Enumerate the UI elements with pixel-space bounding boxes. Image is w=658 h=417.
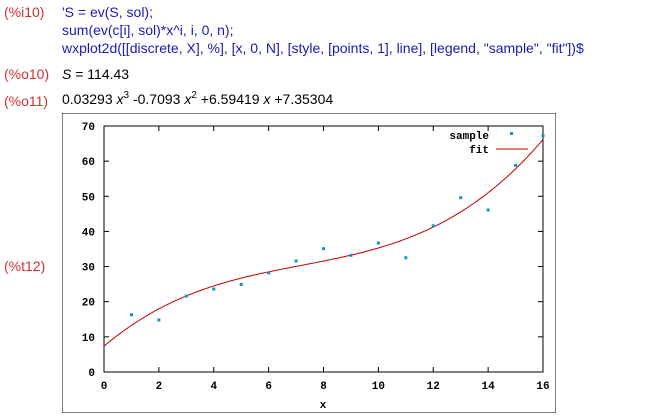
y-tick-label: 60 [82, 157, 95, 169]
sample-point [267, 271, 271, 275]
fit-series-line [103, 139, 544, 347]
tick-group: 0 2 4 6 8 10 12 14 16 0 10 20 30 40 50 60 70 [82, 122, 550, 393]
y-tick-label: 40 [82, 227, 95, 239]
y-tick-label: 0 [88, 368, 95, 380]
plot-image: 0 2 4 6 8 10 12 14 16 0 10 20 30 40 50 60 70 x sample fi… [62, 113, 556, 413]
sample-point [541, 133, 545, 137]
y-tick-label: 10 [82, 333, 95, 345]
sample-point [459, 196, 463, 200]
var-x1: x [263, 91, 271, 107]
x-tick-label: 12 [427, 381, 440, 393]
y-tick-label: 50 [82, 192, 95, 204]
coef-2: -0.7093 [132, 91, 181, 107]
y-tick-label: 20 [82, 298, 95, 310]
sample-point [349, 253, 353, 257]
x-tick-label: 6 [265, 381, 272, 393]
output-s-equals: = 114.43 [71, 66, 130, 82]
x-tick-label: 0 [101, 381, 108, 393]
x-axis-label: x [320, 400, 327, 412]
sample-point [239, 282, 243, 286]
output-s-value: S = 114.43 [62, 66, 129, 82]
legend: sample fit [449, 131, 528, 157]
input-line-1[interactable]: 'S = ev(S, sol); [62, 4, 153, 20]
sample-point [294, 259, 298, 263]
input-line-3[interactable]: wxplot2d([[discrete, X], %], [x, 0, N], … [62, 40, 584, 56]
exp-3: 3 [123, 90, 130, 101]
legend-sample-label: sample [449, 131, 489, 143]
input-label: (%i10) [4, 4, 45, 20]
x-tick-label: 2 [156, 381, 163, 393]
sample-point [486, 208, 490, 212]
sample-point [184, 294, 188, 298]
var-x3: x [116, 91, 124, 107]
legend-sample-marker [510, 132, 513, 135]
coef-0: +7.35304 [274, 91, 334, 107]
sample-point [322, 247, 325, 251]
legend-fit-label: fit [469, 145, 489, 157]
sample-points [129, 133, 545, 322]
x-tick-label: 10 [372, 381, 385, 393]
x-tick-label: 16 [536, 381, 549, 393]
output-label-o10: (%o10) [4, 66, 50, 82]
input-line-2[interactable]: sum(ev(c[i], sol)*x^i, i, 0, n); [62, 22, 234, 38]
x-tick-label: 14 [482, 381, 496, 393]
plot-svg: 0 2 4 6 8 10 12 14 16 0 10 20 30 40 50 60 70 x sample fi… [62, 113, 556, 413]
sample-point [404, 256, 408, 260]
sample-point [431, 224, 435, 228]
x-tick-label: 8 [320, 381, 327, 393]
var-x2: x [184, 91, 192, 107]
output-polynomial: 0.03293 x3 -0.7093 x2 +6.59419 x +7.3530… [62, 90, 333, 107]
coef-1: +6.59419 [200, 91, 260, 107]
y-tick-label: 30 [82, 263, 95, 275]
output-s-symbol: S [62, 66, 72, 82]
y-tick-label: 70 [82, 122, 95, 134]
sample-point [514, 163, 518, 167]
output-label-o11: (%o11) [4, 93, 49, 109]
sample-point [129, 313, 133, 317]
sample-point [212, 287, 216, 291]
x-tick-label: 4 [210, 381, 217, 393]
plot-label-t12: (%t12) [4, 258, 46, 274]
sample-point [376, 241, 380, 245]
coef-3: 0.03293 [62, 91, 113, 107]
exp-2: 2 [191, 90, 197, 101]
plot-frame [62, 113, 556, 413]
sample-point [157, 318, 161, 322]
